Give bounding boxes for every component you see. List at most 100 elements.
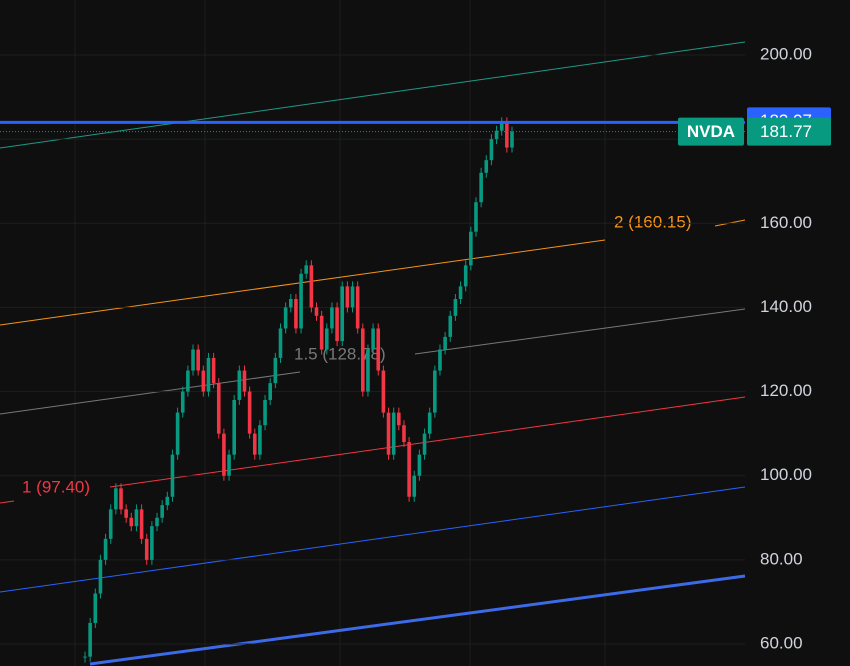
candle: [278, 328, 283, 358]
candle: [324, 328, 329, 350]
candle: [361, 328, 365, 392]
candle: [227, 454, 231, 476]
candle: [371, 328, 375, 350]
candle: [397, 412, 401, 426]
candle: [237, 370, 242, 400]
candle: [469, 231, 473, 266]
candle: [422, 433, 427, 455]
candle: [114, 488, 118, 510]
candle: [340, 286, 345, 342]
candle: [108, 509, 113, 539]
y-tick-label: 100.00: [760, 465, 812, 484]
candle: [268, 383, 273, 400]
y-tick-label: 200.00: [760, 44, 812, 63]
candle: [252, 433, 257, 455]
candle: [484, 160, 489, 173]
candle: [258, 425, 262, 455]
last-price: 181.77: [760, 122, 812, 141]
drawings: [0, 41, 746, 666]
y-tick-label: 160.00: [760, 213, 812, 232]
price-badge: [747, 117, 831, 146]
candle: [216, 383, 221, 434]
candle: [479, 172, 483, 203]
candle: [232, 399, 236, 455]
y-tick-label: 140.00: [760, 297, 812, 316]
candle: [499, 122, 504, 131]
candle: [129, 517, 134, 527]
candle: [463, 265, 468, 287]
candle: [427, 412, 432, 434]
candle: [175, 412, 180, 455]
candle: [453, 299, 458, 316]
candle: [489, 139, 494, 161]
candle: [376, 328, 381, 371]
candle: [103, 538, 108, 560]
candle: [222, 433, 226, 476]
candle: [505, 122, 509, 148]
y-tick-label: 80.00: [760, 549, 803, 568]
candle: [350, 286, 355, 308]
candle: [119, 488, 123, 510]
candle: [283, 307, 288, 329]
candle: [335, 307, 339, 342]
candle: [191, 349, 195, 371]
candle: [150, 526, 154, 560]
candle: [381, 370, 386, 413]
candle: [309, 265, 314, 308]
candle: [319, 315, 324, 350]
candle: [299, 273, 303, 329]
candle: [386, 412, 391, 455]
candle: [294, 299, 298, 329]
candle: [165, 496, 170, 506]
candle: [438, 349, 442, 371]
candle: [170, 454, 175, 497]
candle: [366, 349, 370, 392]
candle: [407, 442, 411, 497]
candle: [242, 370, 247, 392]
candle: [124, 509, 128, 518]
candle: [433, 370, 437, 413]
vertical-grid: [74, 0, 606, 666]
symbol: NVDA: [687, 122, 735, 141]
candle: [134, 509, 139, 527]
candle: [211, 357, 216, 384]
candle: [155, 517, 159, 527]
candle: [144, 538, 149, 560]
candle: [160, 505, 164, 518]
candle: [314, 307, 319, 316]
candle: [247, 391, 252, 434]
candle: [510, 131, 514, 148]
symbol-badge: [678, 117, 744, 146]
candle: [355, 286, 360, 329]
fib-label: 2 (160.15): [614, 212, 692, 231]
candle: [196, 349, 200, 371]
candle: [83, 656, 87, 658]
candle: [494, 130, 499, 140]
candle: [402, 425, 406, 443]
candle: [139, 509, 144, 539]
candle: [88, 622, 92, 657]
candle: [304, 265, 309, 274]
candle: [206, 357, 211, 392]
candle: [412, 475, 417, 497]
candle: [263, 399, 267, 426]
candle: [443, 336, 447, 350]
candle: [417, 454, 422, 476]
y-tick-label: 60.00: [760, 633, 803, 652]
fib-label: 1 (97.40): [22, 477, 90, 496]
candle: [93, 593, 98, 623]
candle: [180, 391, 185, 413]
candle: [186, 370, 190, 392]
y-tick-label: 120.00: [760, 381, 812, 400]
candle: [345, 286, 350, 308]
candle: [273, 357, 278, 384]
candle: [201, 370, 206, 392]
candle: [458, 286, 463, 300]
candle: [391, 412, 396, 455]
candle: [330, 307, 334, 329]
candle: [98, 559, 103, 594]
candle: [474, 202, 478, 232]
candle: [448, 315, 453, 337]
